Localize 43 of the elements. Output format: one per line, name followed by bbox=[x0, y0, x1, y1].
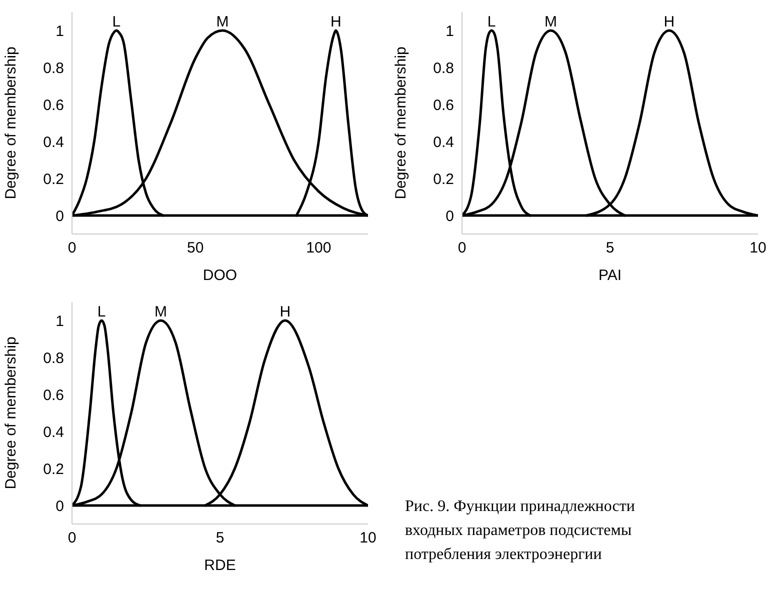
series-label: H bbox=[664, 14, 675, 30]
y-tick-label: 0.8 bbox=[43, 350, 64, 367]
series-label: H bbox=[330, 14, 342, 30]
x-axis-title: DOO bbox=[202, 267, 238, 284]
y-tick-label: 1 bbox=[56, 22, 64, 40]
x-tick-label: 10 bbox=[750, 240, 766, 257]
y-tick-label: 0.6 bbox=[43, 386, 64, 404]
series-label: L bbox=[97, 304, 106, 320]
series-label: M bbox=[544, 14, 558, 30]
y-tick-label: 0.4 bbox=[43, 134, 64, 151]
y-tick-label: 0.6 bbox=[433, 96, 454, 114]
y-tick-label: 0 bbox=[446, 208, 454, 225]
y-tick-label: 0.8 bbox=[433, 60, 454, 77]
series-label: M bbox=[154, 304, 168, 320]
y-tick-label: 0.2 bbox=[43, 460, 64, 478]
y-axis-title: Degree of membership bbox=[2, 46, 20, 200]
y-tick-label: 0.4 bbox=[43, 424, 64, 441]
series-label: H bbox=[280, 304, 291, 320]
y-tick-label: 1 bbox=[446, 22, 454, 40]
x-tick-label: 5 bbox=[216, 530, 224, 547]
series-label: M bbox=[216, 14, 229, 30]
x-tick-label: 5 bbox=[606, 240, 614, 257]
y-tick-label: 0.2 bbox=[433, 170, 454, 188]
text: Рис. 9. Функции принадлежности входных параметров подсистемы потребления электроэнергии bbox=[405, 497, 636, 565]
x-tick-label: 0 bbox=[458, 240, 466, 257]
y-axis-title: Degree of membership bbox=[2, 336, 20, 490]
y-tick-label: 0.2 bbox=[43, 170, 64, 188]
series-label: L bbox=[487, 14, 496, 30]
x-tick-label: 0 bbox=[68, 530, 76, 547]
y-tick-label: 0 bbox=[56, 208, 64, 225]
y-tick-label: 0.6 bbox=[43, 96, 64, 114]
x-tick-label: 100 bbox=[306, 240, 332, 257]
y-tick-label: 0 bbox=[56, 498, 64, 515]
x-axis-title: RDE bbox=[204, 557, 236, 574]
y-tick-label: 0.8 bbox=[43, 60, 64, 77]
series-label: L bbox=[112, 14, 121, 30]
y-axis-title: Degree of membership bbox=[392, 46, 410, 200]
x-axis-title: PAI bbox=[598, 267, 622, 284]
y-tick-label: 1 bbox=[56, 312, 64, 330]
x-tick-label: 0 bbox=[68, 240, 76, 257]
y-tick-label: 0.4 bbox=[433, 134, 454, 151]
x-tick-label: 10 bbox=[360, 530, 376, 547]
x-tick-label: 50 bbox=[186, 240, 204, 257]
